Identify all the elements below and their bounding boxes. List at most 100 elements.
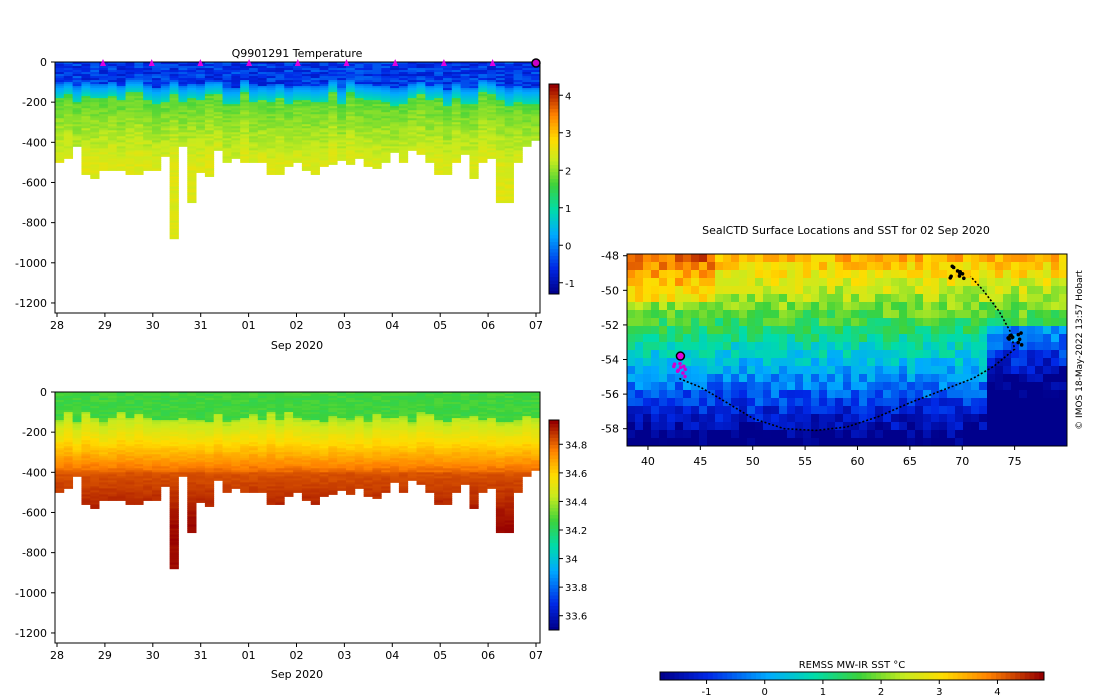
section-cell	[434, 152, 444, 155]
section-cell	[469, 76, 479, 79]
section-cell	[478, 106, 488, 109]
section-cell	[469, 140, 479, 143]
section-cell	[187, 126, 197, 129]
profile-column	[249, 392, 259, 493]
section-cell	[187, 522, 197, 526]
section-cell	[55, 422, 65, 425]
section-cell	[434, 130, 444, 133]
section-cell	[354, 402, 365, 405]
section-cell	[169, 128, 179, 131]
section-cell	[257, 454, 268, 457]
section-cell	[531, 120, 541, 123]
section-cell	[99, 154, 109, 157]
section-cell	[328, 468, 338, 471]
section-cell	[240, 138, 250, 141]
section-cell	[398, 78, 409, 81]
section-cell	[310, 462, 320, 465]
section-cell	[63, 86, 74, 89]
section-cell	[72, 82, 82, 85]
section-cell	[443, 104, 453, 107]
section-cell	[222, 156, 232, 159]
section-cell	[204, 68, 215, 71]
section-cell	[354, 66, 365, 69]
section-cell	[469, 64, 479, 67]
section-cell	[55, 454, 65, 457]
section-cell	[81, 456, 91, 459]
section-cell	[169, 450, 179, 453]
section-cell	[434, 146, 444, 149]
section-cell	[213, 446, 223, 449]
section-cell	[169, 72, 179, 75]
section-cell	[310, 106, 320, 109]
section-cell	[160, 104, 171, 107]
colorbar-swatch	[549, 280, 559, 284]
section-cell	[134, 422, 144, 425]
section-cell	[398, 100, 409, 103]
section-cell	[231, 402, 241, 405]
section-cell	[337, 124, 347, 127]
profile-column	[372, 62, 382, 169]
section-cell	[381, 96, 391, 99]
section-cell	[504, 196, 514, 200]
section-cell	[125, 474, 135, 477]
section-cell	[160, 468, 171, 471]
section-cell	[416, 122, 426, 125]
section-cell	[213, 76, 223, 79]
section-cell	[178, 138, 188, 141]
section-cell	[81, 66, 91, 69]
section-cell	[328, 106, 338, 109]
section-cell	[160, 446, 171, 449]
section-cell	[398, 124, 409, 127]
section-cell	[328, 466, 338, 469]
colorbar-swatch	[549, 178, 559, 183]
section-cell	[213, 64, 223, 67]
section-cell	[301, 484, 312, 487]
section-cell	[204, 126, 215, 129]
section-cell	[63, 72, 74, 75]
section-cell	[416, 78, 426, 81]
section-cell	[504, 166, 514, 169]
section-cell	[425, 70, 435, 73]
section-cell	[178, 108, 188, 111]
section-cell	[204, 88, 215, 91]
section-cell	[469, 62, 479, 65]
section-cell	[187, 490, 197, 493]
section-cell	[469, 88, 479, 91]
section-cell	[134, 144, 144, 147]
section-cell	[531, 98, 541, 101]
colorbar-swatch	[549, 164, 559, 169]
section-cell	[160, 130, 171, 133]
section-cell	[160, 70, 171, 73]
section-cell	[495, 182, 506, 185]
section-cell	[275, 394, 285, 397]
section-cell	[531, 82, 541, 85]
section-cell	[301, 132, 312, 135]
section-cell	[213, 422, 223, 425]
section-cell	[284, 406, 294, 409]
profile-column	[469, 62, 479, 179]
section-cell	[125, 146, 135, 149]
section-cell	[469, 110, 479, 113]
section-cell	[231, 126, 241, 129]
section-cell	[275, 476, 285, 479]
section-cell	[107, 84, 118, 87]
section-cell	[72, 70, 82, 73]
section-cell	[125, 450, 135, 453]
section-cell	[169, 130, 179, 133]
section-cell	[354, 68, 365, 71]
section-cell	[204, 396, 215, 399]
section-cell	[231, 80, 241, 83]
section-cell	[425, 62, 435, 65]
section-cell	[178, 418, 188, 421]
section-cell	[301, 144, 312, 147]
section-cell	[328, 104, 338, 107]
section-cell	[443, 108, 453, 111]
section-cell	[293, 476, 303, 479]
section-cell	[169, 478, 179, 481]
section-cell	[143, 472, 153, 475]
section-cell	[434, 112, 444, 115]
section-cell	[504, 78, 514, 81]
section-cell	[222, 424, 232, 427]
section-cell	[169, 216, 179, 220]
